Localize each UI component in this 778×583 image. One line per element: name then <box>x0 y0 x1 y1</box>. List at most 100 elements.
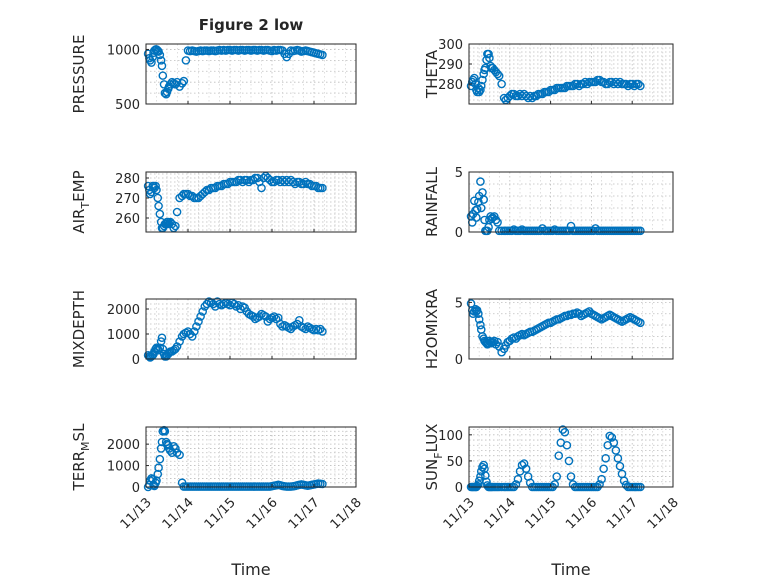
data-point <box>481 471 490 480</box>
data-point <box>231 177 241 187</box>
data-point <box>470 196 479 206</box>
data-point <box>187 332 197 341</box>
subplot-5: 0 1000 2000 MIXDEPTH <box>70 290 357 368</box>
data-series <box>143 297 327 362</box>
data-point <box>238 177 247 187</box>
data-point <box>484 49 493 59</box>
data-point <box>554 451 564 460</box>
data-point <box>597 474 606 484</box>
data-point <box>476 472 485 481</box>
data-point <box>290 179 300 189</box>
data-point <box>601 454 610 463</box>
data-point <box>299 179 308 189</box>
y-tick-label: 0 <box>455 226 463 241</box>
data-point <box>248 312 258 321</box>
y-tick-label: 280 <box>115 172 140 187</box>
data-point <box>615 461 625 471</box>
data-point <box>236 175 245 185</box>
data-point <box>200 187 210 197</box>
y-axis-label: MIXDEPTH <box>70 290 88 368</box>
data-point <box>589 226 598 236</box>
data-point <box>153 193 163 203</box>
data-point <box>566 472 576 481</box>
data-point <box>511 480 521 489</box>
data-point <box>154 201 163 211</box>
subplot-1: 500 1000 PRESSURE <box>70 35 357 113</box>
y-tick-label: 270 <box>115 192 140 207</box>
data-point <box>636 226 645 236</box>
data-point <box>493 69 502 79</box>
data-point <box>634 79 643 89</box>
data-point <box>255 312 264 321</box>
data-point <box>521 464 531 474</box>
data-point <box>599 77 608 87</box>
data-point <box>158 71 168 80</box>
data-point <box>242 175 252 185</box>
data-point <box>318 479 327 489</box>
data-point <box>470 73 479 83</box>
data-series <box>143 171 327 233</box>
data-point <box>156 56 166 65</box>
data-point <box>179 76 189 86</box>
data-point <box>315 324 325 334</box>
y-tick-label: 260 <box>115 212 140 227</box>
data-point <box>318 183 327 193</box>
axes-box <box>468 298 674 360</box>
x-tick-label: 11/16 <box>244 495 281 532</box>
axes-box <box>468 426 674 488</box>
y-tick-label: 2000 <box>107 438 140 453</box>
x-tick-label: 11/14 <box>160 495 197 532</box>
data-point <box>152 343 161 353</box>
data-point <box>269 312 279 321</box>
y-axis-label: TERRMSL <box>70 423 92 492</box>
data-point <box>155 209 165 219</box>
x-tick-label: 11/13 <box>118 495 155 532</box>
data-point <box>294 177 304 187</box>
data-point <box>605 431 615 441</box>
data-point <box>153 46 163 55</box>
y-tick-label: 500 <box>115 98 140 113</box>
data-point <box>181 56 191 65</box>
subplot-4: 0 5 RAINFALL <box>423 166 674 241</box>
data-point <box>505 91 515 101</box>
y-axis-label: H2OMIXRA <box>423 288 441 369</box>
x-tick-label: 11/13 <box>441 495 478 532</box>
data-point <box>479 460 488 470</box>
data-point <box>157 61 167 71</box>
axes-box <box>468 171 674 233</box>
y-tick-label: 0 <box>455 481 463 496</box>
data-point <box>629 81 639 91</box>
data-point <box>580 77 590 87</box>
data-point <box>560 427 570 437</box>
data-series <box>466 299 645 357</box>
data-point <box>301 177 310 187</box>
data-point <box>479 195 488 204</box>
x-tick-label: 11/15 <box>522 495 559 532</box>
y-tick-label: 50 <box>446 455 463 470</box>
x-axis-label: Time <box>230 560 270 579</box>
data-point <box>483 226 492 236</box>
y-tick-label: 1000 <box>107 460 140 475</box>
y-tick-label: 280 <box>438 78 463 93</box>
data-point <box>568 81 578 91</box>
data-point <box>269 177 279 187</box>
data-point <box>244 177 254 187</box>
data-point <box>476 177 485 186</box>
data-point <box>623 81 633 91</box>
data-point <box>497 79 506 89</box>
x-tick-label: 11/18 <box>328 495 365 532</box>
x-tick-label: 11/14 <box>482 495 519 532</box>
data-point <box>476 81 486 91</box>
data-point <box>171 444 180 453</box>
data-point <box>208 299 218 309</box>
data-point <box>479 69 488 79</box>
data-point <box>210 302 220 311</box>
data-point <box>171 221 180 231</box>
data-point <box>288 177 298 187</box>
data-point <box>183 327 193 336</box>
data-point <box>157 333 167 343</box>
data-point <box>552 472 562 481</box>
subplot-8: 0 50 100 11/13 11/14 11/15 11/16 11/17 11/18 SUNF… <box>423 424 682 579</box>
data-point <box>493 337 502 347</box>
data-point <box>476 320 485 330</box>
